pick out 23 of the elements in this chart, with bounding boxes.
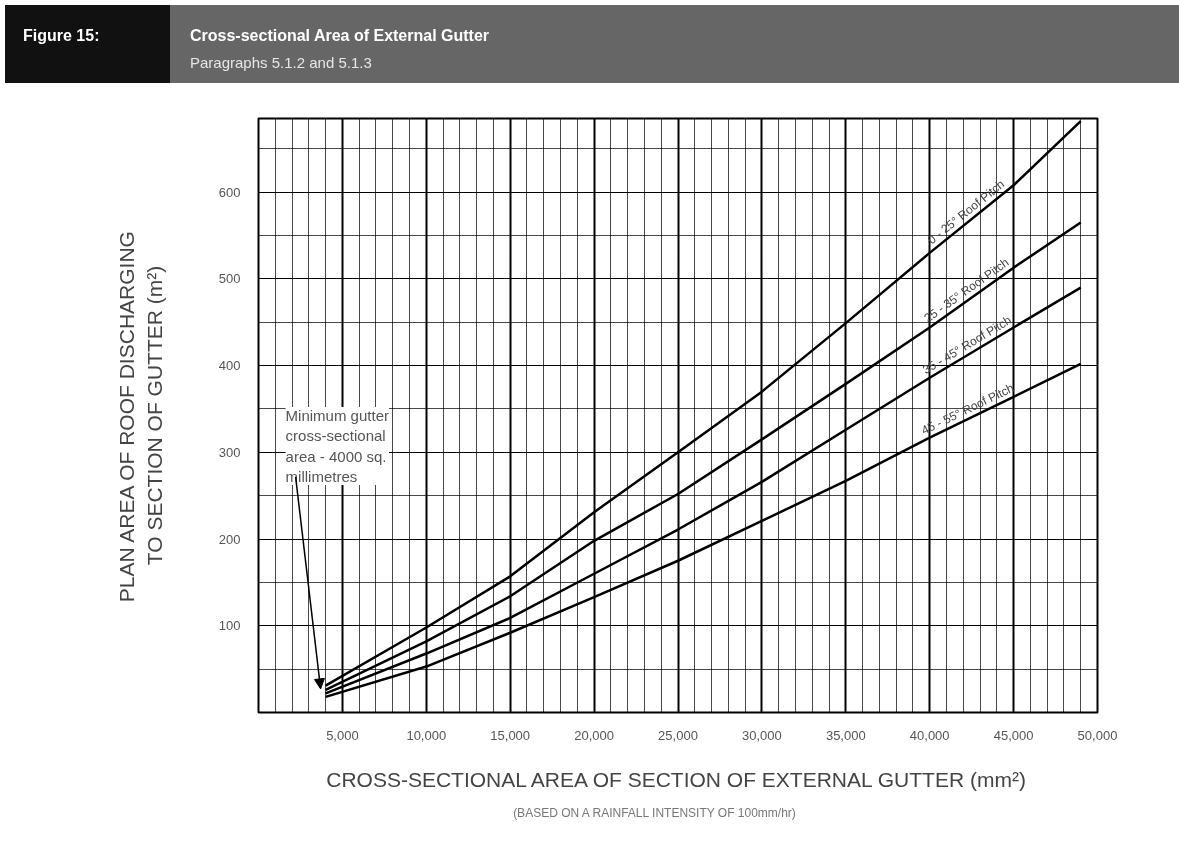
x-tick-label: 20,000 bbox=[574, 727, 614, 743]
x-tick-label: 30,000 bbox=[742, 727, 782, 743]
y-tick-label: 600 bbox=[218, 184, 241, 200]
y-tick-label: 200 bbox=[218, 531, 241, 547]
x-tick-label: 40,000 bbox=[909, 727, 950, 743]
x-tick-label: 50,000 bbox=[1077, 727, 1118, 743]
y-axis-title: PLAN AREA OF ROOF DISCHARGING TO SECTION OF GUTTER (m²) bbox=[115, 231, 166, 603]
text: (BASED ON A RAINFALL INTENSITY OF 100mm/hr) bbox=[512, 805, 797, 822]
x-tick-label: 25,000 bbox=[658, 727, 698, 743]
x-tick-label: 45,000 bbox=[993, 727, 1034, 743]
y-tick-label: 300 bbox=[218, 444, 241, 460]
x-tick-label: 5,000 bbox=[326, 727, 359, 743]
caption: Figure 15: bbox=[5, 5, 170, 83]
x-tick-label: 35,000 bbox=[825, 727, 866, 743]
x-tick-label: 15,000 bbox=[490, 727, 531, 743]
chart-title: Cross-sectional Area of External Gutter bbox=[190, 26, 491, 46]
y-tick-label: 500 bbox=[218, 271, 241, 287]
annotation: Minimum gutter cross-sectional area - 4000 sq. millimetres bbox=[285, 406, 389, 486]
chart-subtitle: Paragraphs 5.1.2 and 5.1.3 bbox=[190, 52, 373, 73]
y-tick-label: 100 bbox=[218, 618, 241, 634]
y-tick-label: 400 bbox=[218, 358, 241, 374]
x-axis-title: CROSS-SECTIONAL AREA OF SECTION OF EXTERNAL GUTTER (mm²) bbox=[326, 767, 1026, 791]
x-tick-label: 10,000 bbox=[406, 727, 447, 743]
